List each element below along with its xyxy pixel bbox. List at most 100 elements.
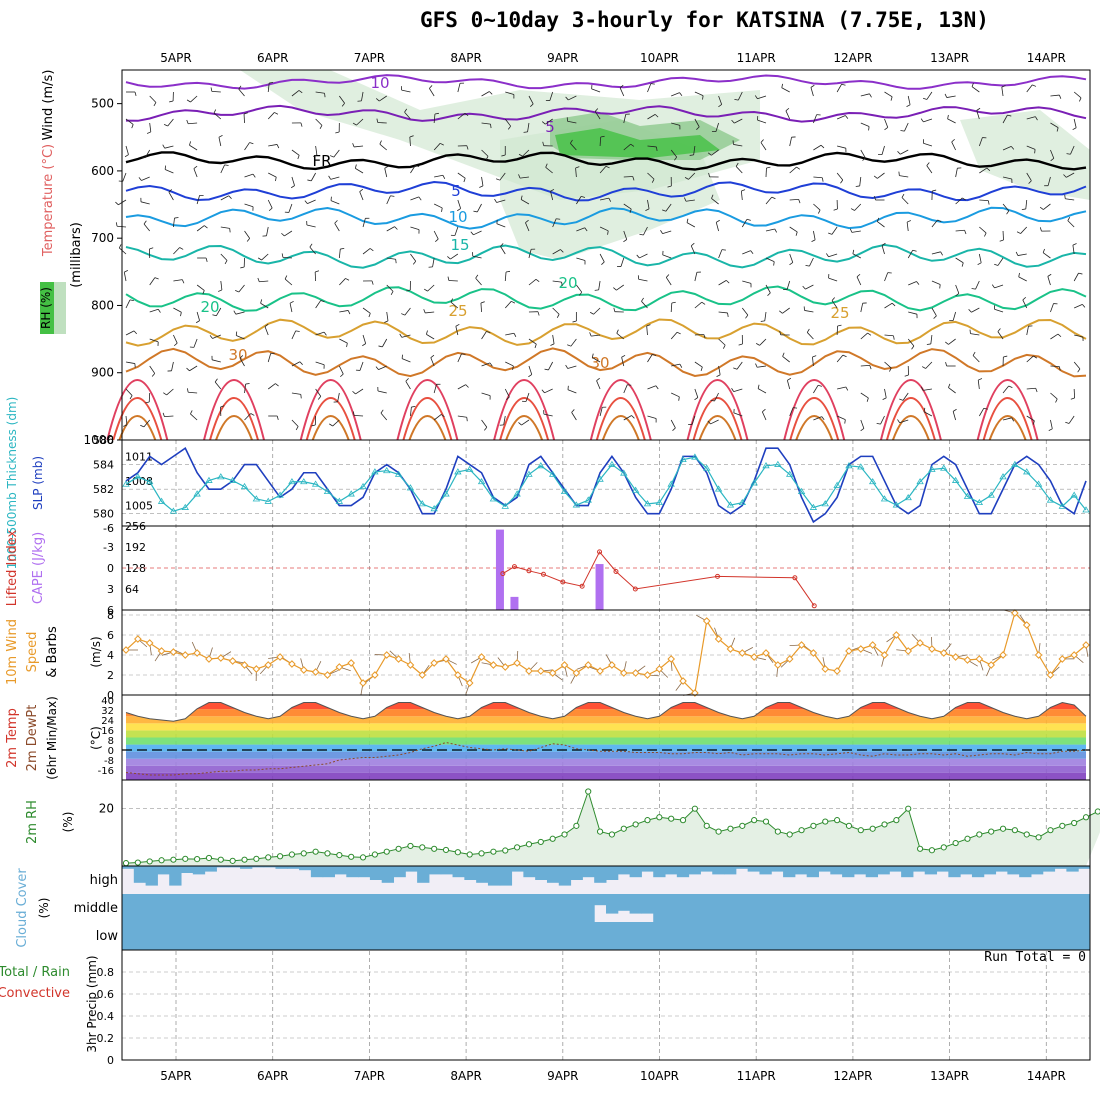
cloud-bar [972,922,984,950]
wind-barb-flag [821,145,824,148]
wind-barb-flag [796,232,797,236]
wind-barb [998,258,1003,265]
wind-barb [624,385,628,393]
wind-barb-flag [846,387,848,391]
wind-barb [354,415,363,416]
cloud-bar [358,866,370,877]
rh-point [657,815,662,820]
wind-barb [1068,221,1074,227]
cloud-bar [157,866,169,874]
rh-point [550,836,555,841]
cloud-axis-label: Cloud Cover [15,868,30,948]
wind-speed-point [230,658,236,664]
cloud-bar [275,922,287,950]
rh-point [277,854,282,859]
wind-barb-flag [695,398,698,400]
wind-barb [599,281,600,290]
wind-barb-flag [845,115,847,118]
wind-barb [761,143,766,150]
wind-barb [787,281,790,290]
wind-barb [741,191,742,200]
wind-barb-flag [917,281,919,284]
cloud-bar [382,866,394,883]
wind-barb-flag [187,120,188,124]
cloud-bar [677,922,689,950]
wind-barb-flag [467,417,468,421]
wind-barb-flag [362,344,365,346]
cloud-bar [500,922,512,950]
rh-point [384,849,389,854]
wind-barb [505,301,511,308]
wind-barb-flag [258,258,261,260]
wind-barb [1050,334,1058,339]
wind-barb [647,386,655,389]
wind-barb-flag [945,94,947,98]
wind-barb [861,420,864,428]
rh-point [432,846,437,851]
wind-barb [762,412,766,420]
cloud-bar [925,894,937,922]
isotherm-arch [409,416,445,440]
wind-barb [885,92,893,97]
cloud-bar [453,866,465,877]
wind-barb-flag [180,312,181,316]
cloud-bar [866,866,878,877]
wind-barb-flag [1022,209,1026,210]
wind-barb-flag [1073,128,1077,130]
cloud-bar [1043,866,1055,872]
wind-barb [221,227,230,228]
wind-barb [852,231,861,232]
wind-barb-flag [1003,356,1007,357]
wind-barb [150,123,151,132]
wind-barb [1050,420,1052,429]
wind-barb-flag [807,329,809,332]
isotherm-arch [210,398,258,440]
wind-speed-point [704,618,710,624]
cloud-bar [807,922,819,950]
date-tick-top: 5APR [160,51,191,65]
rh-point [894,818,899,823]
wind-barb-flag [479,186,483,188]
rh-point [526,842,531,847]
rh-point [420,845,425,850]
wind-barb-flag [869,127,870,131]
wind-barb [188,392,197,393]
wind-barb [236,312,245,314]
cloud-bar [689,866,701,874]
wind-barb [267,227,269,236]
cloud-bar [724,922,736,950]
isotherm-label: 10 [370,74,389,92]
wind-barb-flag [324,332,326,335]
wind-barb-flag [247,238,250,241]
wind-barb-flag [296,331,300,332]
cloud-bar [405,922,417,950]
wind-barb-flag [281,233,284,236]
wind-barb [857,277,861,285]
wind-axis-label: Wind (m/s) [41,70,56,141]
cloud-bar [948,922,960,950]
wind-barb [355,168,363,173]
wind-barb-flag [1040,227,1041,231]
wind-barb [450,254,457,259]
cloud-bar [630,866,642,877]
wind-barb [787,380,789,389]
cloud-bar [1019,922,1031,950]
thickness-tick-label: 586 [93,434,114,447]
wind-barb [600,254,604,262]
cloud-bar [594,894,606,905]
wind-barb-flag [236,332,237,336]
li-tick-label: 3 [107,583,114,596]
wind-barb [316,362,325,365]
wind-barb-flag [419,197,421,200]
isotherm-arch [216,416,252,440]
wind-barb [268,384,275,389]
temp-tick-label: 40 [101,696,114,707]
wind-barb-flag [870,365,871,369]
cloud-bar [429,866,441,874]
wind-barb [189,366,197,371]
wind-barb [363,218,365,227]
wind-barb-flag [832,297,835,300]
wind-barb [813,145,821,150]
